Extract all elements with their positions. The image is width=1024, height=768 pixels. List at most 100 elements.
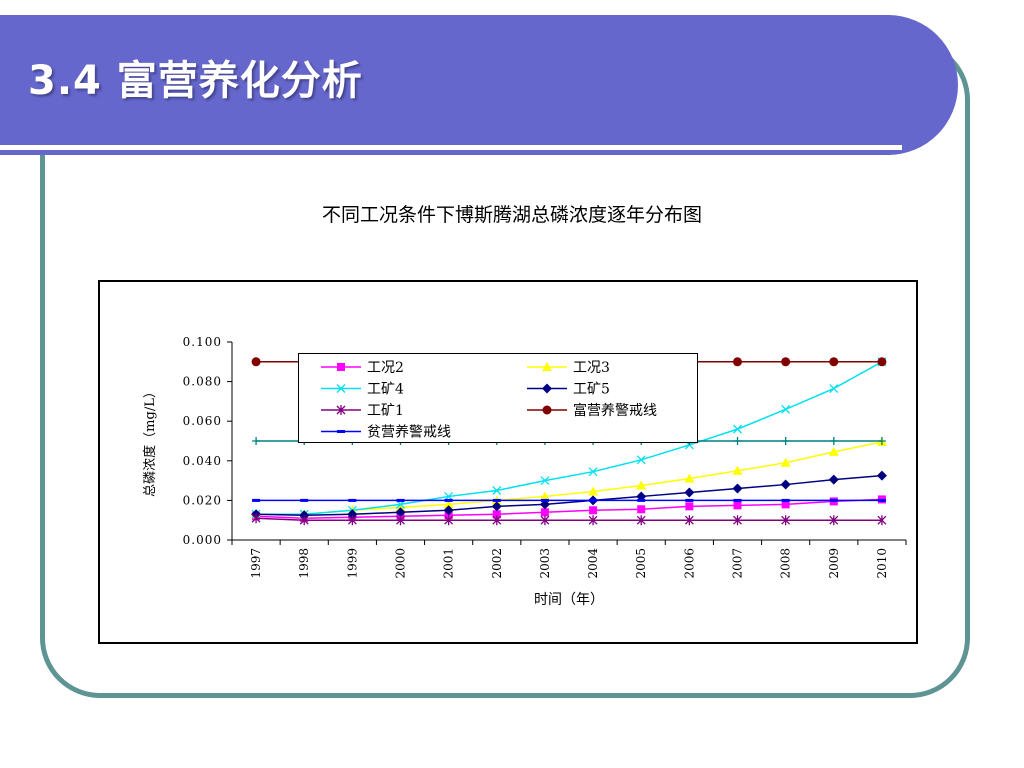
data-point: [492, 515, 502, 526]
data-point: [348, 498, 357, 502]
legend-swatch-marker: [542, 405, 552, 415]
data-point: [876, 470, 887, 481]
legend-label: 工况3: [573, 360, 610, 376]
data-point: [684, 515, 694, 526]
data-point: [492, 498, 501, 502]
data-point: [684, 473, 695, 483]
y-tick-label: 0.080: [183, 375, 222, 389]
data-point: [829, 384, 839, 393]
data-point: [733, 424, 742, 434]
legend-swatch-marker: [542, 362, 552, 371]
x-tick-label: 2006: [682, 548, 696, 579]
data-point: [300, 498, 309, 502]
legend-item: 工况3: [527, 360, 610, 376]
legend-item: 贫营养警戒线: [321, 425, 451, 441]
data-point: [781, 498, 790, 502]
line-chart: 0.000 0.020 0.040 0.060 0.080 0.100 1997 1998 19…: [142, 335, 907, 608]
data-point: [829, 515, 839, 526]
x-tick-label: 2002: [490, 548, 504, 579]
x-tick-label: 1998: [297, 548, 311, 579]
legend-label: 富营养警戒线: [573, 402, 657, 419]
data-point: [685, 498, 694, 502]
data-point: [588, 486, 599, 496]
series-7: [252, 498, 886, 502]
series-1: [252, 495, 886, 523]
legend-item: 工矿1: [321, 403, 404, 419]
series-line: [256, 517, 882, 521]
y-tick-label: 0.020: [183, 493, 222, 507]
data-point: [829, 498, 838, 502]
legend-label: 工矿5: [573, 382, 610, 398]
data-point: [733, 515, 742, 526]
data-point: [444, 515, 454, 526]
legend-label: 工况2: [367, 360, 404, 376]
data-point: [636, 455, 646, 465]
y-tick-label: 0.100: [183, 335, 222, 349]
data-point: [443, 505, 454, 516]
data-point: [733, 498, 742, 502]
data-point: [684, 487, 695, 498]
x-tick-label: 2003: [538, 548, 552, 579]
data-point: [877, 515, 887, 526]
x-tick-label: 2010: [875, 548, 889, 579]
legend-swatch-marker: [337, 363, 345, 371]
data-point: [780, 457, 791, 467]
data-point: [395, 502, 406, 512]
data-point: [636, 515, 646, 526]
data-point: [395, 507, 406, 518]
series-line: [256, 474, 882, 517]
series-4: [251, 470, 887, 521]
y-tick-label: 0.060: [183, 414, 222, 428]
legend-item: 工矿5: [527, 382, 610, 398]
x-tick-label: 2000: [394, 548, 408, 579]
data-point: [588, 467, 598, 477]
chart-frame: 0.000 0.020 0.040 0.060 0.080 0.100 1997 1998 19…: [98, 280, 918, 644]
y-tick-label: 0.000: [183, 533, 222, 547]
data-point: [443, 499, 454, 509]
data-point: [396, 515, 405, 526]
title-underline: [0, 145, 902, 150]
data-point: [251, 357, 261, 367]
data-point: [732, 483, 743, 494]
data-point: [733, 357, 742, 367]
chart-legend: 工况2 工况3 工矿4 工矿5 工矿1 富营养警戒线贫营养警戒线: [298, 353, 698, 443]
data-point: [733, 501, 742, 510]
data-point: [491, 501, 502, 512]
data-point: [877, 498, 886, 502]
y-axis-title: 总磷浓度（mg/L）: [142, 385, 158, 497]
data-point: [540, 508, 549, 517]
data-point: [347, 515, 357, 526]
legend-swatch-marker: [337, 430, 345, 433]
data-point: [780, 479, 791, 490]
legend-label: 工矿4: [367, 382, 404, 398]
data-point: [636, 480, 647, 490]
data-point: [492, 510, 501, 519]
data-point: [828, 446, 839, 456]
series-5: [251, 513, 887, 526]
data-point: [637, 505, 646, 514]
data-point: [781, 404, 791, 414]
data-point: [781, 357, 791, 367]
data-point: [299, 515, 309, 526]
data-point: [539, 491, 550, 501]
data-point: [829, 357, 839, 367]
data-point: [829, 437, 838, 445]
data-point: [589, 506, 598, 515]
legend-label: 工矿1: [367, 403, 404, 419]
x-tick-label: 2007: [731, 548, 745, 579]
data-point: [492, 486, 502, 495]
data-point: [540, 498, 549, 502]
data-point: [877, 357, 887, 367]
legend-swatch-marker: [336, 384, 346, 393]
data-point: [396, 498, 405, 502]
data-point: [781, 500, 790, 509]
legend-item: 工况2: [321, 360, 404, 376]
data-point: [251, 513, 261, 524]
data-point: [733, 437, 742, 445]
slide-title: 3.4 富营养化分析: [28, 58, 363, 104]
y-tick-label: 0.040: [183, 454, 222, 468]
x-tick-label: 2008: [779, 548, 793, 579]
series-line: [256, 498, 882, 519]
data-point: [685, 502, 694, 511]
